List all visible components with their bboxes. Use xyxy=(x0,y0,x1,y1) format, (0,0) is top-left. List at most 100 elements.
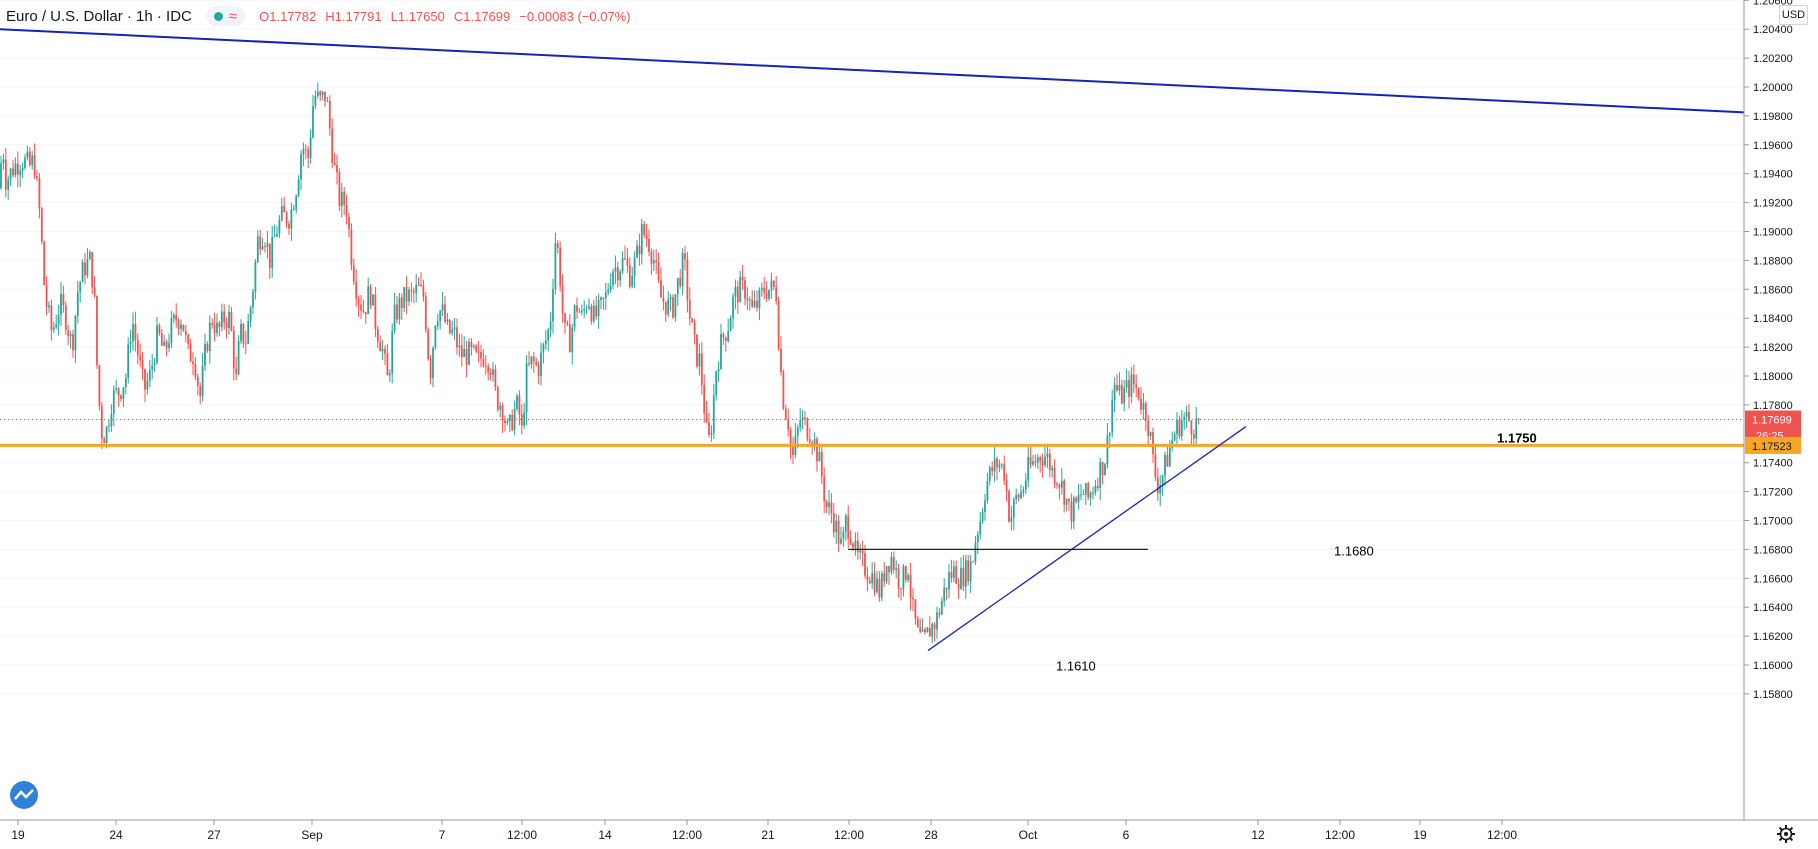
price-tick-label: 1.18600 xyxy=(1753,284,1793,296)
candle-body xyxy=(700,353,703,385)
candle-body xyxy=(60,293,62,315)
candle-body xyxy=(14,163,17,176)
candle-body xyxy=(609,284,612,290)
candle-body xyxy=(950,572,953,578)
upper-trendline[interactable] xyxy=(0,28,1745,114)
candle-body xyxy=(31,155,34,166)
candle-body xyxy=(804,417,806,419)
candle-body xyxy=(698,353,701,367)
candle-body xyxy=(859,550,862,553)
candle-body xyxy=(403,286,406,309)
currency-button[interactable]: USD xyxy=(1779,5,1808,25)
candle-body xyxy=(624,258,626,260)
candle-body xyxy=(674,294,677,318)
candle-body xyxy=(100,405,103,439)
market-status-pill[interactable]: ≈ xyxy=(205,6,246,26)
candle-body xyxy=(508,415,511,422)
candle-body xyxy=(1132,374,1135,385)
candle-body xyxy=(600,297,602,300)
candle-body xyxy=(612,271,614,285)
candle-body xyxy=(314,96,317,107)
candle-body xyxy=(691,318,694,323)
candle-body xyxy=(945,587,948,590)
candle-body xyxy=(52,327,55,330)
high-value: H1.17791 xyxy=(325,8,382,24)
candle-body xyxy=(523,412,526,426)
candle-body xyxy=(986,480,989,501)
candle-body xyxy=(230,311,233,331)
candle-body xyxy=(876,578,878,593)
candle-body xyxy=(160,333,163,346)
time-tick-label: 21 xyxy=(761,828,775,842)
candle-body xyxy=(664,301,667,315)
time-axis[interactable]: 19 24 27 Sep 7 12:00 14 12:00 21 12:00 28 Oct 6 12 12:… xyxy=(0,819,1818,849)
candle-body xyxy=(252,291,254,308)
candle-body xyxy=(26,151,29,158)
price-tick-label: 1.19200 xyxy=(1753,198,1793,210)
candle-body xyxy=(340,192,343,207)
candle-body xyxy=(151,365,154,370)
candle-body xyxy=(739,276,742,303)
price-tick-label: 1.16200 xyxy=(1753,631,1793,643)
candle-body xyxy=(1176,419,1178,434)
candle-body xyxy=(1005,480,1008,492)
candle-body xyxy=(1036,457,1039,463)
candle-body xyxy=(1180,420,1183,437)
candle-body xyxy=(1156,477,1159,494)
candle-body xyxy=(55,324,58,328)
candle-body xyxy=(1108,432,1111,436)
candle-body xyxy=(888,566,890,573)
candle-body xyxy=(1072,497,1075,522)
candle-body xyxy=(57,314,60,325)
candle-body xyxy=(328,101,331,129)
candle-body xyxy=(1161,475,1164,485)
symbol-title[interactable]: Euro / U.S. Dollar · 1h · IDC xyxy=(6,7,192,25)
candle-body xyxy=(580,310,583,313)
candle-body xyxy=(1094,485,1097,493)
candle-body xyxy=(520,414,523,426)
price-tick-label: 1.16600 xyxy=(1753,573,1793,585)
candle-body xyxy=(1144,403,1147,421)
candle-body xyxy=(504,420,506,424)
candle-body xyxy=(153,362,156,366)
candle-body xyxy=(441,304,444,311)
candle-body xyxy=(556,243,559,248)
candle-body xyxy=(410,289,413,292)
candle-body xyxy=(290,209,293,229)
time-tick-label: Oct xyxy=(1019,828,1038,842)
candle-body xyxy=(1017,494,1020,498)
ascending-trendline[interactable] xyxy=(927,426,1247,652)
candle-body xyxy=(367,286,370,314)
candle-body xyxy=(940,600,943,615)
candle-body xyxy=(316,91,319,97)
candle-body xyxy=(381,349,384,352)
candle-body xyxy=(1034,461,1037,463)
settings-gear-icon[interactable] xyxy=(1777,825,1795,843)
candle-body xyxy=(331,128,334,163)
price-tick-label: 1.17200 xyxy=(1753,487,1793,499)
candle-body xyxy=(1080,494,1082,496)
candle-body xyxy=(115,388,118,390)
tradingview-logo-icon[interactable] xyxy=(10,781,38,809)
candle-body xyxy=(988,467,991,481)
candle-body xyxy=(2,159,5,164)
candle-body xyxy=(180,324,182,329)
candle-body xyxy=(285,212,288,224)
candle-body xyxy=(360,304,362,311)
candle-body xyxy=(357,298,360,305)
price-tick-label: 1.17400 xyxy=(1753,458,1793,470)
candlestick-series xyxy=(0,82,1200,644)
last-price-tag xyxy=(1745,410,1801,428)
price-tick-label: 1.18000 xyxy=(1753,371,1793,383)
candle-body xyxy=(640,224,643,255)
candle-body xyxy=(964,560,967,587)
candle-body xyxy=(187,334,190,344)
candle-body xyxy=(657,262,660,281)
candle-body xyxy=(1178,419,1181,437)
candle-body xyxy=(208,322,211,352)
price-axis[interactable]: 1.20600 1.20400 1.20200 1.20000 1.19800 1.196… xyxy=(1743,0,1818,820)
candle-body xyxy=(892,556,895,570)
price-tick-label: 1.17000 xyxy=(1753,516,1793,528)
candle-body xyxy=(902,566,905,590)
